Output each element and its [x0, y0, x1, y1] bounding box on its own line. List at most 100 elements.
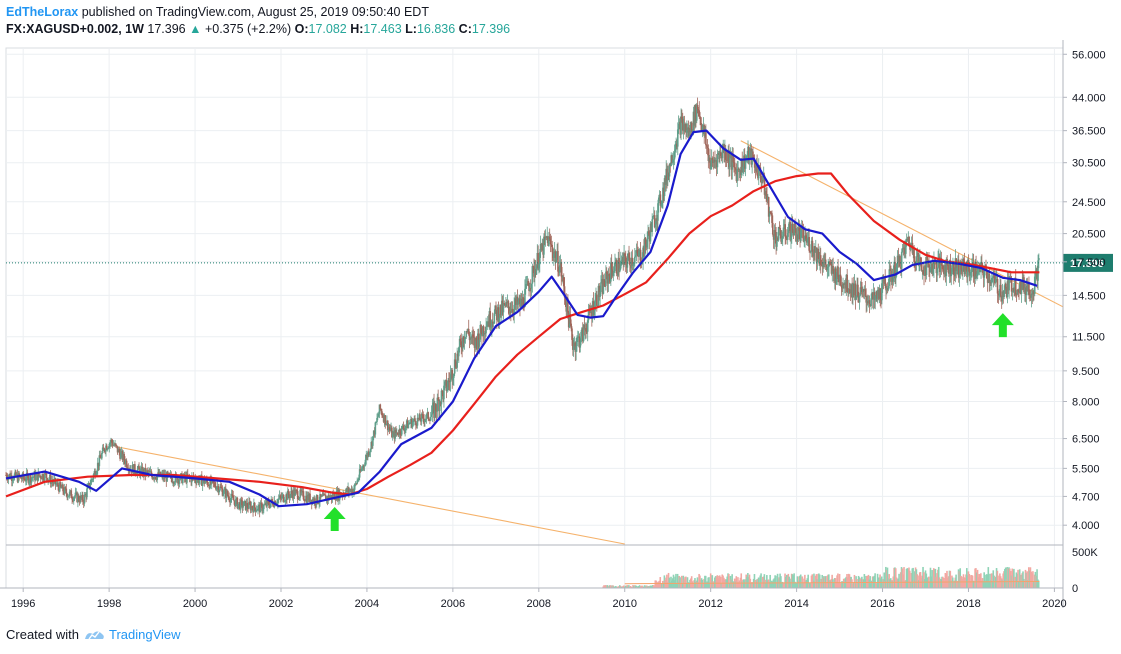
- candle-body: [427, 412, 430, 420]
- candle-body: [642, 247, 644, 261]
- candle-body: [836, 266, 839, 280]
- candle-body: [505, 302, 507, 307]
- volume-bar: [978, 573, 981, 588]
- candle-body: [311, 499, 314, 504]
- volume-bar: [665, 577, 667, 588]
- volume-bar: [862, 579, 865, 588]
- candle-body: [167, 473, 170, 475]
- candle-body: [998, 294, 1001, 296]
- candle-body: [97, 462, 100, 467]
- candle-body: [852, 283, 854, 298]
- candle-body: [389, 428, 392, 431]
- candle-body: [753, 161, 756, 168]
- candle-body: [478, 339, 481, 347]
- high-label: H:: [350, 22, 364, 36]
- candle-body: [758, 165, 761, 168]
- candle-body: [579, 342, 582, 348]
- candle-body: [510, 311, 512, 313]
- candle-body: [39, 475, 41, 477]
- candle-body: [771, 213, 773, 223]
- candle-body: [520, 298, 523, 306]
- candle-body: [957, 259, 960, 278]
- candle-body: [524, 288, 526, 308]
- candle-body: [620, 259, 623, 261]
- volume-bar: [811, 574, 814, 588]
- volume-bar: [650, 585, 652, 588]
- candle-body: [975, 262, 977, 277]
- candle-body: [660, 204, 663, 206]
- volume-bar: [826, 575, 828, 588]
- volume-bar: [680, 583, 682, 588]
- candle-body: [678, 121, 681, 125]
- candle-body: [352, 489, 354, 494]
- candle-body: [792, 232, 795, 236]
- candle-body: [846, 274, 848, 293]
- up-triangle-icon: ▲: [189, 22, 202, 36]
- volume-bar: [928, 581, 931, 588]
- candle-body: [878, 288, 881, 296]
- candle-body: [738, 170, 741, 172]
- candle-body: [321, 495, 324, 497]
- candle-body: [153, 477, 155, 479]
- volume-bar: [770, 582, 772, 588]
- volume-bar: [748, 574, 751, 588]
- candle-body: [111, 442, 114, 446]
- volume-bar: [706, 581, 709, 588]
- candle-body: [354, 483, 357, 485]
- candle-body: [549, 238, 552, 245]
- candle-body: [365, 454, 368, 460]
- volume-bar: [771, 580, 773, 588]
- volume-bar: [645, 585, 648, 588]
- y-tick-label: 36.500: [1072, 126, 1106, 138]
- candle-body: [452, 377, 454, 381]
- volume-bar: [651, 585, 653, 588]
- tradingview-brand[interactable]: TradingView: [108, 627, 181, 642]
- candle-body: [429, 416, 432, 421]
- candle-body: [951, 265, 953, 275]
- volume-bar: [728, 583, 731, 588]
- high-value: 17.463: [363, 22, 402, 36]
- candle-body: [601, 279, 604, 294]
- candle-body: [431, 405, 434, 415]
- candle-body: [626, 260, 629, 268]
- candle-body: [266, 500, 268, 507]
- volume-bar: [821, 574, 824, 588]
- volume-bar: [964, 577, 966, 588]
- volume-bar: [768, 581, 771, 588]
- volume-bar: [832, 582, 835, 588]
- volume-bar: [642, 586, 644, 588]
- volume-bar: [989, 573, 991, 588]
- candle-body: [924, 265, 926, 276]
- candle-body: [581, 328, 583, 333]
- candle-body: [542, 243, 544, 255]
- author-link[interactable]: EdTheLorax: [6, 5, 79, 19]
- candle-body: [576, 336, 579, 338]
- volume-bar: [656, 581, 658, 588]
- volume-bar: [610, 586, 613, 588]
- publish-info: published on TradingView.com, August 25,…: [81, 5, 429, 19]
- candle-body: [261, 503, 263, 511]
- price-chart[interactable]: 17.396 56.00044.00036.50030.50024.50020.…: [0, 40, 1121, 620]
- candle-body: [414, 418, 416, 422]
- volume-bar: [990, 573, 993, 588]
- candle-body: [224, 488, 227, 498]
- candle-body: [123, 453, 125, 461]
- volume-bar: [898, 573, 900, 588]
- candle-body: [838, 276, 840, 283]
- volume-bar: [983, 572, 985, 588]
- volume-bar: [688, 583, 690, 588]
- candle-body: [423, 418, 425, 422]
- candle-body: [826, 266, 829, 271]
- y-tick-label: 6.500: [1072, 434, 1100, 446]
- candle-body: [346, 488, 349, 492]
- candle-body: [153, 477, 156, 479]
- candle-body: [243, 501, 245, 506]
- candle-body: [720, 155, 723, 159]
- candle-body: [629, 257, 631, 266]
- candle-body: [669, 163, 672, 167]
- candle-body: [737, 168, 739, 170]
- low-label: L:: [405, 22, 417, 36]
- chart-area[interactable]: 17.396 56.000 44.000 36.500 30.500 24.500 20.…: [0, 40, 1121, 620]
- candle-body: [688, 128, 691, 137]
- volume-bar: [623, 586, 626, 588]
